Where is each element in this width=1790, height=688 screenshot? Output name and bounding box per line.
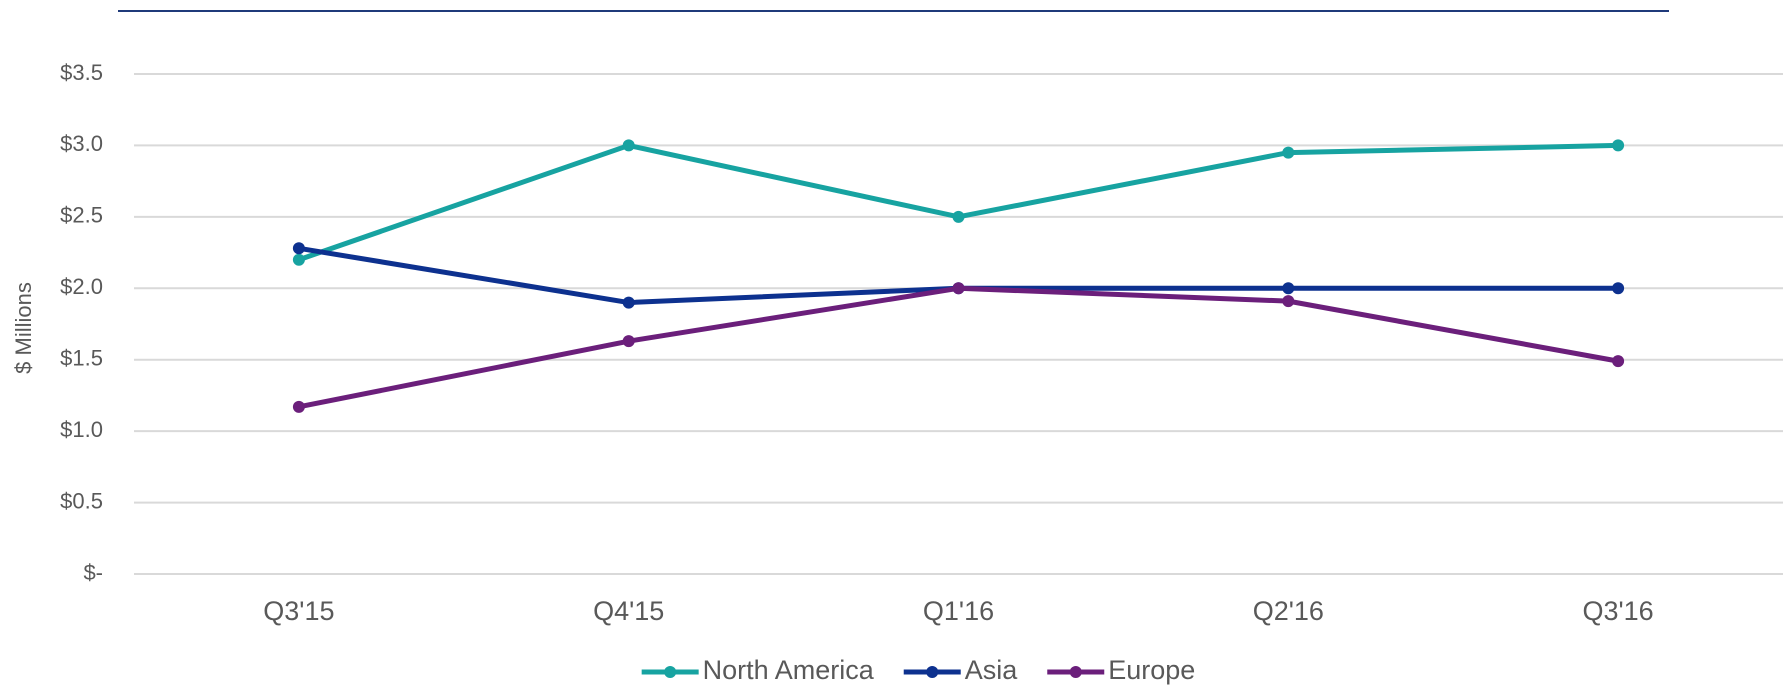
x-tick-label: Q2'16 xyxy=(1253,596,1324,626)
x-tick-label: Q4'15 xyxy=(593,596,664,626)
legend-label: Asia xyxy=(965,655,1019,685)
marker xyxy=(1612,282,1625,295)
marker xyxy=(1282,282,1295,295)
marker xyxy=(292,400,305,413)
marker xyxy=(1612,355,1625,368)
marker xyxy=(622,335,635,348)
x-tick-label: Q1'16 xyxy=(923,596,994,626)
y-tick-label: $2.0 xyxy=(60,274,103,299)
marker xyxy=(622,139,635,152)
marker xyxy=(1612,139,1625,152)
legend-label: Europe xyxy=(1108,655,1195,685)
x-tick-label: Q3'16 xyxy=(1582,596,1653,626)
marker xyxy=(1282,146,1295,159)
marker xyxy=(292,253,305,266)
y-tick-label: $3.5 xyxy=(60,60,103,85)
legend-marker xyxy=(926,666,939,678)
legend-marker xyxy=(664,666,677,678)
y-axis-label: $ Millions xyxy=(11,282,36,374)
y-tick-label: $2.5 xyxy=(60,203,103,228)
series-line xyxy=(298,285,1619,410)
series-line xyxy=(298,245,1619,306)
marker xyxy=(622,296,635,309)
y-tick-label: $- xyxy=(83,560,103,585)
marker xyxy=(952,210,965,223)
marker xyxy=(952,282,965,295)
x-tick-label: Q3'15 xyxy=(263,596,334,626)
y-tick-label: $1.0 xyxy=(60,417,103,442)
legend-label: North America xyxy=(703,655,875,685)
y-tick-label: $1.5 xyxy=(60,346,103,371)
marker xyxy=(1282,295,1295,308)
y-tick-label: $3.0 xyxy=(60,131,103,156)
y-tick-label: $0.5 xyxy=(60,488,103,513)
legend-marker xyxy=(1069,666,1082,678)
marker xyxy=(292,242,305,255)
series-line xyxy=(298,142,1619,263)
